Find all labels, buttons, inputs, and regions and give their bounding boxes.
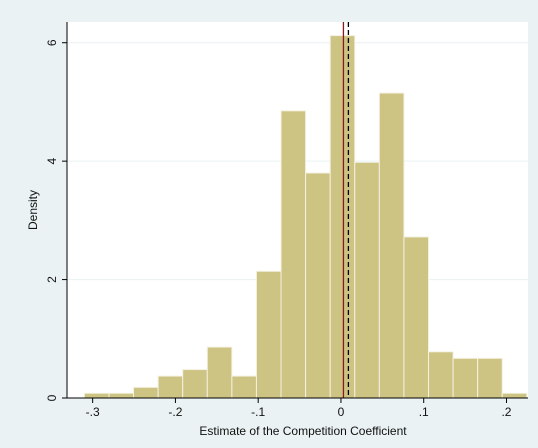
y-tick-label: 4 bbox=[45, 157, 59, 164]
x-tick-label: 0 bbox=[338, 405, 345, 419]
x-tick-label: -.3 bbox=[86, 405, 100, 419]
bar bbox=[452, 357, 479, 399]
x-tick-label: .1 bbox=[419, 405, 429, 419]
y-tick-label: 2 bbox=[45, 276, 59, 283]
bar bbox=[157, 375, 184, 399]
bar bbox=[280, 110, 307, 399]
bar bbox=[329, 35, 356, 399]
bar bbox=[378, 92, 405, 399]
bar bbox=[428, 351, 454, 399]
bar bbox=[108, 392, 135, 399]
bar bbox=[501, 392, 528, 399]
bar bbox=[305, 172, 331, 399]
y-axis-label: Density bbox=[26, 190, 40, 230]
bar bbox=[255, 270, 282, 399]
y-tick-label: 6 bbox=[45, 39, 59, 46]
x-tick-label: -.2 bbox=[168, 405, 182, 419]
bar bbox=[477, 357, 503, 399]
y-tick-label: 0 bbox=[45, 394, 59, 401]
x-tick-label: .2 bbox=[501, 405, 511, 419]
bar bbox=[206, 346, 233, 399]
x-axis-label: Estimate of the Competition Coefficient bbox=[199, 424, 407, 438]
x-tick-label: -.1 bbox=[251, 405, 265, 419]
bar bbox=[354, 161, 380, 399]
bar bbox=[231, 375, 257, 399]
bar bbox=[182, 369, 208, 399]
bar bbox=[403, 236, 430, 399]
bar bbox=[133, 386, 159, 399]
bar bbox=[83, 392, 110, 399]
